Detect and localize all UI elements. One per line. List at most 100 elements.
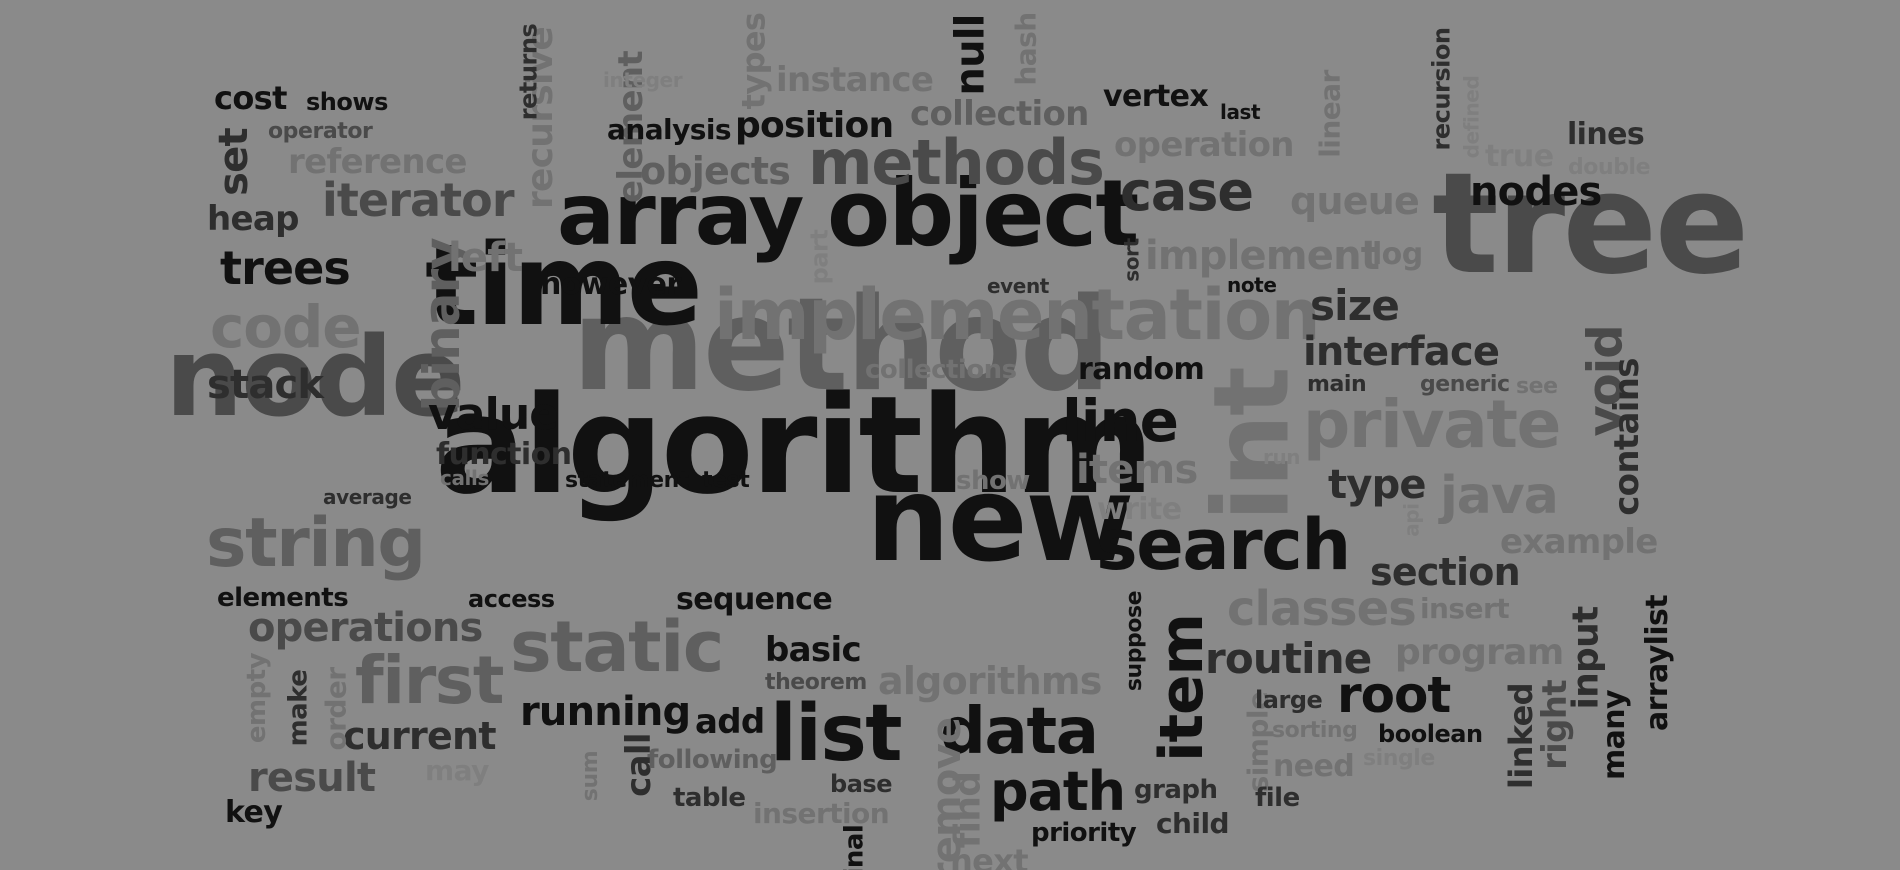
- cloud-word: double: [1568, 155, 1651, 180]
- cloud-word: time: [425, 221, 703, 351]
- cloud-word: insert: [1420, 592, 1510, 625]
- cloud-word: priority: [1031, 818, 1137, 848]
- cloud-word: large: [1255, 686, 1323, 714]
- cloud-word: algorithm: [435, 367, 1154, 524]
- cloud-word: graph: [1134, 775, 1218, 805]
- cloud-word: average: [323, 485, 412, 509]
- cloud-word: linked: [1501, 683, 1540, 789]
- cloud-word: suppose: [1122, 590, 1148, 692]
- cloud-word: next: [950, 842, 1029, 870]
- cloud-word: sorting: [1272, 718, 1358, 743]
- cloud-word: items: [1076, 447, 1198, 493]
- cloud-word: api: [1399, 503, 1424, 537]
- cloud-word: first: [355, 642, 504, 719]
- cloud-word: however: [540, 267, 681, 302]
- cloud-word: static: [510, 606, 724, 688]
- cloud-word: following: [647, 745, 778, 775]
- cloud-word: string: [206, 504, 426, 583]
- cloud-word: set: [210, 128, 257, 196]
- cloud-word: generic: [1420, 372, 1510, 397]
- cloud-word: last: [1220, 100, 1261, 124]
- cloud-word: path: [990, 760, 1126, 823]
- cloud-word: write: [1097, 492, 1182, 527]
- cloud-word: queue: [1290, 179, 1420, 223]
- cloud-word: empty: [242, 652, 273, 744]
- cloud-word: root: [1337, 666, 1451, 724]
- cloud-word: operations: [248, 605, 483, 651]
- cloud-word: log: [1372, 237, 1423, 272]
- cloud-word: collections: [865, 355, 1017, 385]
- cloud-word: random: [1078, 352, 1205, 387]
- cloud-word: add: [695, 702, 765, 742]
- cloud-word: table: [673, 783, 746, 813]
- cloud-word: method: [572, 271, 1111, 420]
- cloud-word: program: [1395, 632, 1564, 673]
- cloud-word: event: [987, 274, 1049, 298]
- cloud-word: stack: [207, 362, 324, 408]
- cloud-word: find: [947, 771, 989, 849]
- cloud-word: elements: [217, 583, 349, 613]
- cloud-word: right: [1534, 680, 1575, 770]
- cloud-word: types: [734, 12, 773, 110]
- cloud-word: list: [770, 689, 903, 779]
- cloud-word: may: [425, 754, 489, 787]
- cloud-word: case: [1120, 160, 1254, 223]
- cloud-word: lines: [1567, 117, 1645, 152]
- cloud-word: running: [520, 689, 691, 735]
- cloud-word: calls: [440, 466, 489, 490]
- cloud-word: insertion: [753, 797, 890, 830]
- cloud-word: line: [1062, 387, 1179, 455]
- cloud-word: implement: [1145, 233, 1380, 279]
- cloud-word: object: [827, 160, 1139, 267]
- cloud-word: access: [468, 585, 555, 613]
- cloud-word: arraylist: [1640, 594, 1676, 732]
- cloud-word: child: [1156, 807, 1230, 840]
- cloud-word: data: [940, 695, 1099, 769]
- cloud-word: classes: [1227, 581, 1417, 637]
- cloud-word: tree: [1432, 143, 1749, 306]
- cloud-word: operation: [1114, 125, 1295, 165]
- cloud-word: routine: [1205, 634, 1372, 683]
- cloud-word: order: [319, 667, 353, 751]
- cloud-word: statement: [565, 468, 689, 493]
- cloud-word: need: [1273, 749, 1355, 784]
- cloud-word: instance: [776, 60, 934, 100]
- cloud-word: key: [225, 795, 283, 830]
- cloud-word: part: [805, 229, 834, 285]
- cloud-word: current: [343, 714, 496, 758]
- cloud-word: item: [1146, 614, 1217, 762]
- cloud-word: make: [283, 669, 314, 747]
- cloud-word: objects: [640, 149, 791, 193]
- cloud-word: value: [428, 389, 559, 440]
- cloud-word: code: [210, 293, 362, 361]
- cloud-word: cost: [214, 79, 287, 117]
- cloud-word: nodes: [1470, 169, 1602, 215]
- cloud-word: trees: [220, 241, 351, 295]
- cloud-word: contains: [1606, 358, 1647, 516]
- cloud-word: iterator: [322, 173, 515, 227]
- cloud-word: linear: [1313, 70, 1347, 158]
- cloud-word: shows: [306, 88, 388, 116]
- cloud-word: example: [1500, 522, 1658, 562]
- cloud-word: array: [557, 165, 804, 265]
- cloud-word: node: [165, 313, 466, 441]
- cloud-word: true: [1485, 139, 1554, 174]
- cloud-word: new: [866, 450, 1134, 588]
- cloud-word: null: [947, 14, 994, 96]
- cloud-word: search: [1096, 504, 1351, 586]
- cloud-word: reference: [288, 142, 467, 182]
- cloud-word: sequence: [676, 582, 833, 617]
- cloud-word: heap: [207, 199, 300, 239]
- cloud-word: hash: [1009, 12, 1043, 86]
- cloud-word: result: [248, 755, 376, 801]
- cloud-word: main: [1307, 372, 1367, 397]
- cloud-word: function: [436, 437, 572, 472]
- cloud-word: base: [830, 770, 893, 798]
- cloud-word: section: [1370, 550, 1521, 594]
- cloud-word: private: [1303, 386, 1561, 463]
- cloud-word: position: [735, 105, 894, 146]
- cloud-word: note: [1227, 273, 1277, 297]
- cloud-word: left: [448, 235, 523, 281]
- cloud-word: final: [839, 824, 870, 870]
- cloud-word: defined: [1459, 75, 1484, 159]
